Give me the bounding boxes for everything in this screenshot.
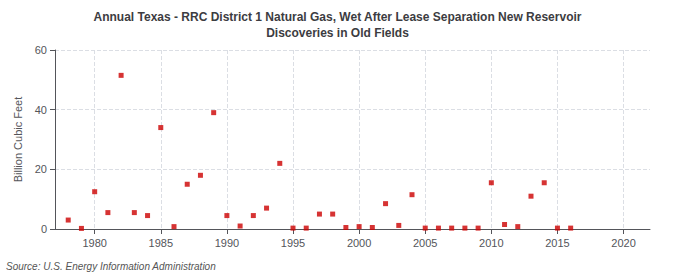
svg-text:1980: 1980 — [82, 237, 106, 249]
svg-text:60: 60 — [35, 44, 47, 56]
svg-text:2010: 2010 — [479, 237, 503, 249]
svg-text:Billion Cubic Feet: Billion Cubic Feet — [12, 97, 24, 183]
svg-text:1990: 1990 — [215, 237, 239, 249]
svg-text:Discoveries in Old Fields: Discoveries in Old Fields — [266, 26, 409, 40]
svg-text:2015: 2015 — [545, 237, 569, 249]
svg-text:Annual Texas - RRC District 1: Annual Texas - RRC District 1 Natural Ga… — [94, 10, 582, 24]
svg-text:20: 20 — [35, 163, 47, 175]
svg-text:40: 40 — [35, 104, 47, 116]
svg-text:Source: U.S. Energy Informatio: Source: U.S. Energy Information Administ… — [6, 261, 216, 272]
svg-text:0: 0 — [41, 223, 47, 235]
svg-text:1985: 1985 — [149, 237, 173, 249]
svg-text:2000: 2000 — [347, 237, 371, 249]
svg-text:2005: 2005 — [413, 237, 437, 249]
svg-text:2020: 2020 — [611, 237, 635, 249]
svg-text:1995: 1995 — [281, 237, 305, 249]
